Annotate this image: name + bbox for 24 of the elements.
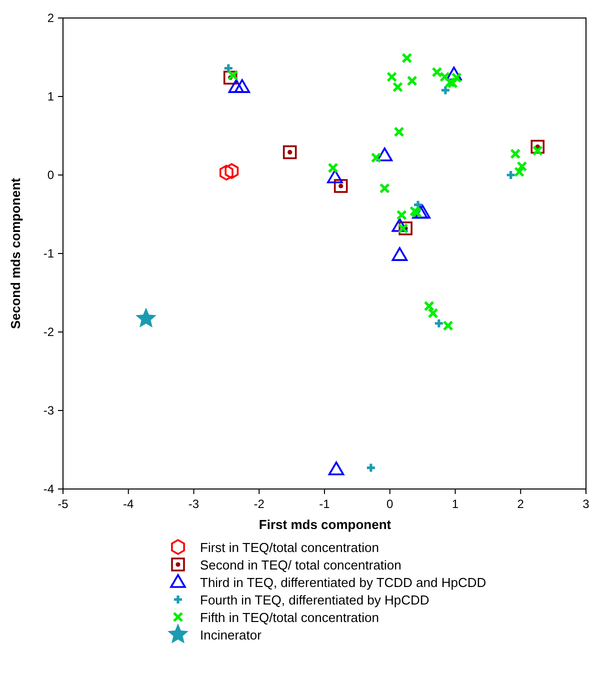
legend-label: Third in TEQ, differentiated by TCDD and HpCDD [200, 575, 486, 590]
x-tick-label: -5 [58, 497, 69, 511]
y-tick-label: -2 [43, 325, 54, 339]
legend-label: Fourth in TEQ, differentiated by HpCDD [200, 592, 430, 608]
x-tick-label: 2 [517, 497, 524, 511]
y-tick-label: -4 [43, 482, 54, 496]
y-tick-label: 2 [47, 11, 54, 25]
y-tick-label: 1 [47, 90, 54, 104]
x-tick-label: -4 [123, 497, 134, 511]
legend-label: Incinerator [200, 628, 262, 642]
x-axis-title: First mds component [258, 517, 392, 532]
legend-label: Second in TEQ/ total concentration [200, 558, 402, 572]
x-tick-label: 1 [452, 497, 459, 511]
x-tick-label: -2 [254, 497, 265, 511]
y-axis-title: Second mds component [8, 177, 23, 329]
y-tick-label: -1 [43, 246, 54, 260]
legend-label: Fifth in TEQ/total concentration [200, 610, 379, 625]
x-tick-label: 0 [386, 497, 394, 511]
y-tick-label: 0 [47, 168, 54, 182]
x-tick-label: -1 [319, 497, 330, 511]
x-tick-label: 3 [582, 497, 590, 511]
x-tick-label: -3 [188, 497, 200, 511]
y-tick-label: -3 [43, 404, 54, 418]
legend-label: First in TEQ/total concentration [200, 540, 379, 555]
